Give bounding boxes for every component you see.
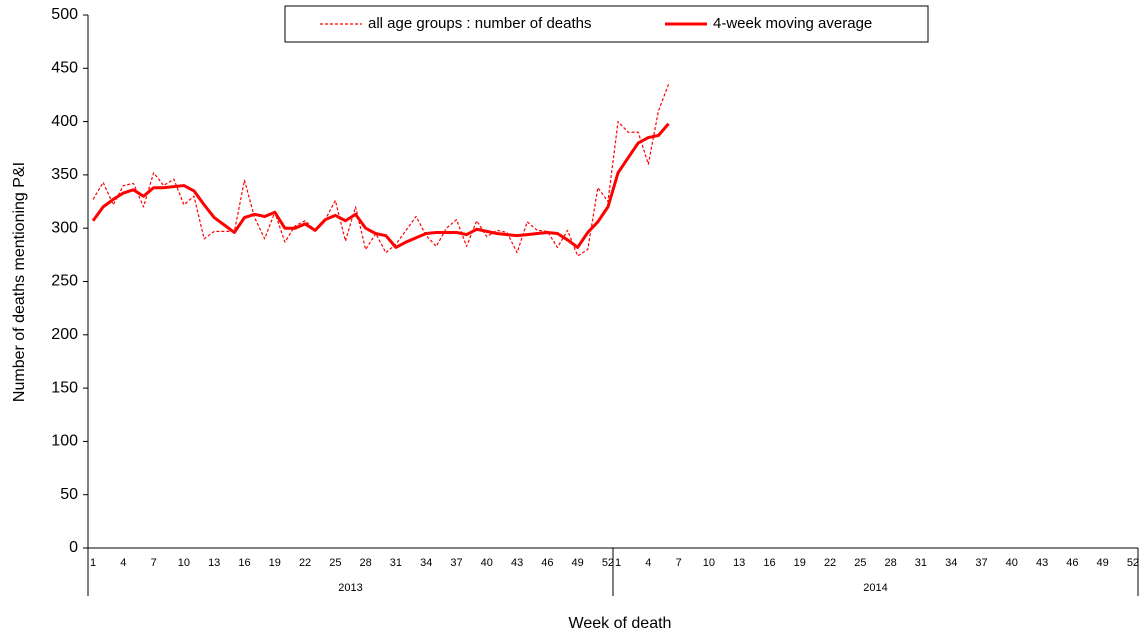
x-tick-label: 16	[238, 557, 250, 569]
group-label: 2014	[863, 582, 887, 594]
y-tick-label: 250	[51, 273, 78, 290]
x-tick-label: 13	[208, 557, 220, 569]
x-tick-label: 52	[1127, 557, 1139, 569]
y-tick-label: 100	[51, 433, 78, 450]
x-tick-label: 37	[450, 557, 462, 569]
legend-label: 4-week moving average	[713, 15, 872, 32]
y-tick-label: 150	[51, 379, 78, 396]
x-tick-label: 25	[854, 557, 866, 569]
legend-box	[284, 5, 929, 43]
x-tick-label: 52	[602, 557, 614, 569]
x-tick-label: 22	[299, 557, 311, 569]
x-tick-label: 46	[1066, 557, 1078, 569]
series-line	[92, 84, 670, 257]
x-tick-label: 31	[390, 557, 402, 569]
x-tick-label: 16	[763, 557, 775, 569]
x-tick-label: 37	[975, 557, 987, 569]
y-tick-label: 300	[51, 219, 78, 236]
y-axis-title: Number of deaths mentioning P&I	[11, 162, 28, 402]
x-tick-label: 49	[1097, 557, 1109, 569]
x-tick-label: 34	[420, 557, 432, 569]
x-tick-label: 25	[329, 557, 341, 569]
x-tick-label: 7	[676, 557, 682, 569]
y-tick-label: 0	[69, 539, 78, 556]
x-tick-label: 40	[481, 557, 493, 569]
legend-label: all age groups : number of deaths	[368, 15, 591, 32]
x-tick-label: 40	[1006, 557, 1018, 569]
y-tick-label: 500	[51, 6, 78, 23]
y-tick-label: 200	[51, 326, 78, 343]
x-tick-label: 31	[915, 557, 927, 569]
series-line	[91, 122, 670, 249]
x-tick-label: 1	[615, 557, 621, 569]
x-tick-label: 43	[1036, 557, 1048, 569]
x-tick-label: 7	[151, 557, 157, 569]
x-tick-label: 4	[120, 557, 126, 569]
x-tick-label: 4	[645, 557, 651, 569]
x-tick-label: 13	[733, 557, 745, 569]
group-label: 2013	[338, 582, 362, 594]
y-tick-label: 50	[60, 486, 78, 503]
y-tick-label: 400	[51, 113, 78, 130]
x-tick-label: 28	[360, 557, 372, 569]
x-axis-title: Week of death	[569, 615, 672, 632]
y-tick-label: 350	[51, 166, 78, 183]
y-tick-label: 450	[51, 60, 78, 77]
x-tick-label: 43	[511, 557, 523, 569]
x-tick-label: 1	[90, 557, 96, 569]
x-tick-label: 22	[824, 557, 836, 569]
x-tick-label: 49	[572, 557, 584, 569]
x-tick-label: 10	[703, 557, 715, 569]
x-tick-label: 19	[794, 557, 806, 569]
x-tick-label: 10	[178, 557, 190, 569]
x-tick-label: 19	[269, 557, 281, 569]
x-tick-label: 28	[885, 557, 897, 569]
x-tick-label: 34	[945, 557, 957, 569]
x-tick-label: 46	[541, 557, 553, 569]
